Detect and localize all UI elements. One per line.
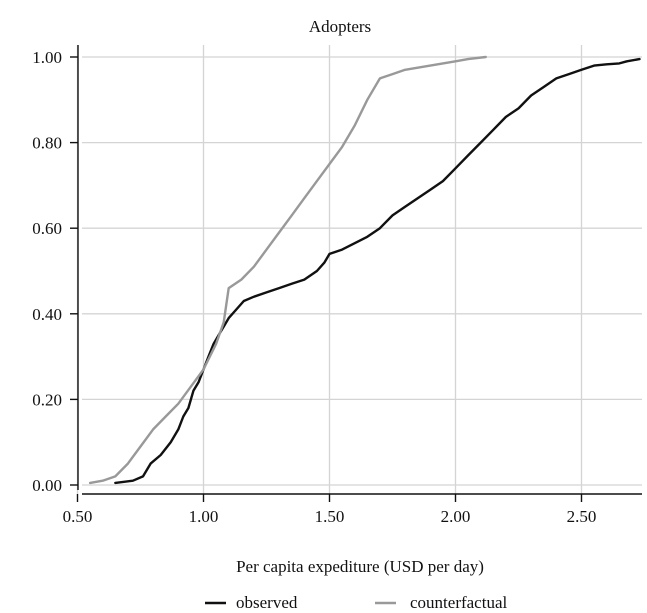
legend-label-observed: observed: [236, 593, 298, 612]
x-tick-label: 0.50: [63, 507, 93, 526]
x-ticks: 0.501.001.502.002.503.00: [63, 494, 597, 526]
y-tick-label: 0.60: [32, 219, 62, 238]
x-tick-label: 1.50: [315, 507, 345, 526]
x-tick-label: 1.00: [189, 507, 219, 526]
y-tick-label: 0.80: [32, 134, 62, 153]
x-tick-label: 2.50: [567, 507, 597, 526]
y-tick-label: 0.20: [32, 390, 62, 409]
grid: [76, 45, 642, 494]
legend: observed counterfactual: [205, 593, 507, 612]
y-tick-label: 1.00: [32, 48, 62, 67]
y-ticks: 0.00 0.20 0.40 0.60 0.80 1.00: [32, 48, 78, 495]
legend-label-counterfactual: counterfactual: [410, 593, 507, 612]
plot-series: [88, 55, 641, 485]
series-line-counterfactual: [88, 55, 487, 485]
x-axis-label: Per capita expediture (USD per day): [236, 557, 484, 576]
chart-title: Adopters: [309, 17, 371, 36]
y-tick-label: 0.40: [32, 305, 62, 324]
y-tick-label: 0.00: [32, 476, 62, 495]
series-line-observed: [114, 57, 641, 485]
x-tick-label: 2.00: [441, 507, 471, 526]
